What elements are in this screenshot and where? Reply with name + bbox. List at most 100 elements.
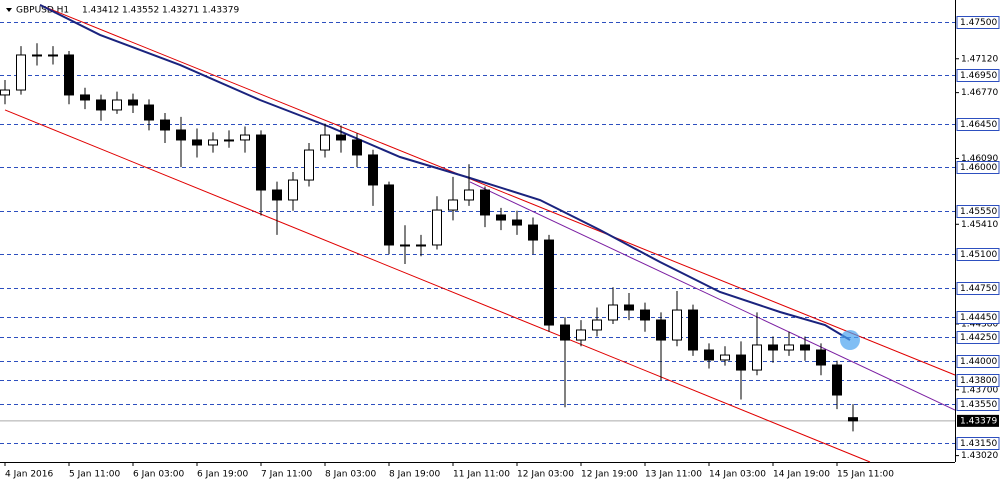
candle-body bbox=[208, 139, 218, 146]
candle-body bbox=[384, 184, 394, 246]
candle-body bbox=[640, 309, 650, 321]
header-value: 1.43379 bbox=[202, 6, 239, 16]
symbol: GBPUSD,H1 bbox=[16, 6, 69, 16]
level-label: 1.43150 bbox=[960, 439, 997, 449]
candle-body bbox=[320, 134, 330, 151]
candle-body bbox=[256, 134, 266, 191]
x-tick-label: 14 Jan 03:00 bbox=[709, 470, 766, 480]
moving-average bbox=[39, 4, 851, 341]
x-tick-label: 6 Jan 03:00 bbox=[133, 470, 185, 480]
candle-body bbox=[544, 239, 554, 326]
candle-body bbox=[352, 139, 362, 156]
candle-body bbox=[480, 189, 490, 216]
candle-body bbox=[496, 214, 506, 221]
candle-body bbox=[560, 324, 570, 341]
x-tick-label: 7 Jan 11:00 bbox=[261, 470, 313, 480]
header-value: 1.43412 bbox=[82, 6, 119, 16]
y-tick-label: 1.46770 bbox=[961, 88, 998, 98]
candle-body bbox=[224, 139, 234, 142]
candle-body bbox=[0, 89, 10, 96]
level-label-box bbox=[956, 69, 1000, 82]
trendline bbox=[469, 181, 956, 411]
candle-body bbox=[192, 139, 202, 146]
level-label-box bbox=[956, 374, 1000, 387]
x-tick-label: 8 Jan 19:00 bbox=[389, 470, 441, 480]
candle-body bbox=[240, 134, 250, 141]
level-label-box bbox=[956, 118, 1000, 131]
candle-body bbox=[304, 149, 314, 181]
y-tick-label: 1.46090 bbox=[961, 154, 998, 164]
level-label-box bbox=[956, 331, 1000, 344]
candle-body bbox=[80, 94, 90, 101]
candle-body bbox=[624, 304, 634, 311]
header-value: 1.43552 bbox=[122, 6, 159, 16]
y-tick-label: 1.43700 bbox=[961, 385, 998, 395]
level-label: 1.45550 bbox=[960, 207, 997, 217]
level-label: 1.46450 bbox=[960, 120, 997, 130]
candle-body bbox=[720, 354, 730, 361]
level-label: 1.44250 bbox=[960, 333, 997, 343]
candle-body bbox=[16, 54, 26, 91]
candle-body bbox=[784, 344, 794, 351]
level-label: 1.46000 bbox=[960, 163, 997, 173]
candle-body bbox=[816, 349, 826, 366]
candle-body bbox=[336, 134, 346, 141]
x-tick-label: 12 Jan 03:00 bbox=[517, 470, 574, 480]
candle-body bbox=[160, 119, 170, 131]
candle-body bbox=[272, 189, 282, 201]
level-label: 1.44750 bbox=[960, 284, 997, 294]
candle-body bbox=[832, 364, 842, 396]
candle-body bbox=[528, 224, 538, 241]
x-tick-label: 15 Jan 11:00 bbox=[837, 470, 894, 480]
candle-body bbox=[608, 304, 618, 321]
level-label-box bbox=[956, 248, 1000, 261]
candle-body bbox=[512, 219, 522, 226]
candle-body bbox=[672, 309, 682, 341]
candle-body bbox=[112, 99, 122, 111]
candle-body bbox=[768, 344, 778, 351]
candle-body bbox=[400, 244, 410, 247]
candle-body bbox=[800, 344, 810, 351]
trendline bbox=[39, 4, 956, 376]
candle-body bbox=[64, 54, 74, 96]
x-tick-label: 12 Jan 19:00 bbox=[581, 470, 638, 480]
highlight bbox=[840, 330, 860, 351]
candle-body bbox=[288, 179, 298, 201]
candle-body bbox=[144, 104, 154, 121]
level-label-box bbox=[956, 161, 1000, 174]
candle-body bbox=[368, 154, 378, 186]
level-label-box bbox=[956, 16, 1000, 29]
x-tick-label: 8 Jan 03:00 bbox=[325, 470, 377, 480]
candle-body bbox=[656, 319, 666, 341]
x-tick-label: 6 Jan 19:00 bbox=[197, 470, 249, 480]
candle-body bbox=[848, 417, 858, 422]
x-tick-label: 14 Jan 19:00 bbox=[773, 470, 830, 480]
level-label: 1.43550 bbox=[960, 400, 997, 410]
level-label: 1.44450 bbox=[960, 313, 997, 323]
candle-body bbox=[752, 344, 762, 371]
level-label-box bbox=[956, 437, 1000, 450]
candle-body bbox=[176, 129, 186, 141]
level-label-box bbox=[956, 205, 1000, 218]
level-label-box bbox=[956, 282, 1000, 295]
y-tick-label: 1.43020 bbox=[961, 451, 998, 461]
candle-body bbox=[96, 99, 106, 111]
menu-arrow[interactable] bbox=[6, 8, 12, 12]
y-tick-label: 1.44380 bbox=[961, 319, 998, 329]
candle-body bbox=[704, 349, 714, 361]
candle-body bbox=[432, 209, 442, 246]
x-tick-label: 5 Jan 11:00 bbox=[69, 470, 121, 480]
y-tick-label: 1.45410 bbox=[961, 220, 998, 230]
candle-body bbox=[736, 354, 746, 371]
candle-body bbox=[48, 54, 58, 57]
current-price-box bbox=[957, 414, 999, 427]
candle-body bbox=[448, 199, 458, 211]
candle-body bbox=[464, 189, 474, 201]
candle-body bbox=[32, 54, 42, 57]
level-label: 1.43800 bbox=[960, 376, 997, 386]
x-tick-label: 13 Jan 11:00 bbox=[645, 470, 702, 480]
level-label: 1.45100 bbox=[960, 250, 997, 260]
level-label-box bbox=[956, 311, 1000, 324]
